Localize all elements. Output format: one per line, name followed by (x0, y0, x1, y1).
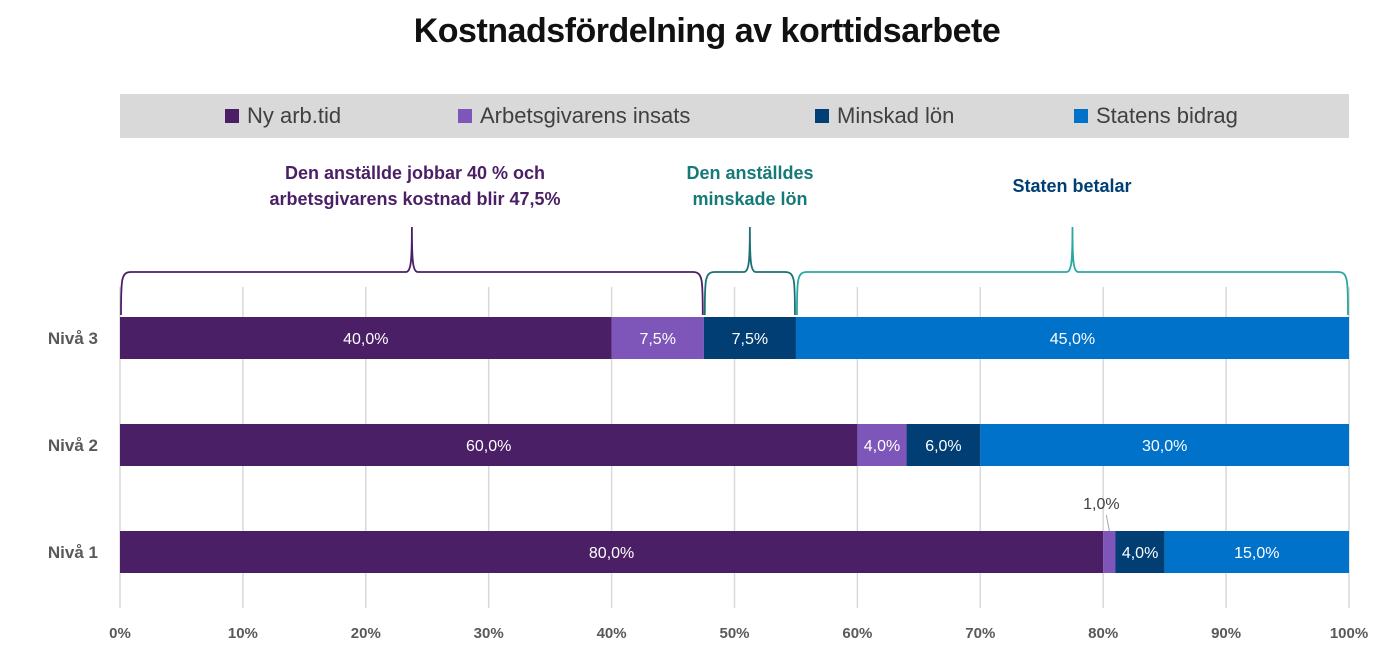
annotation-line: arbetsgivarens kostnad blir 47,5% (269, 189, 561, 209)
bar-label: 4,0% (1122, 545, 1158, 562)
x-tick-label: 10% (228, 625, 258, 642)
legend-swatch-arbetsgivarens-insats (458, 109, 472, 123)
x-tick-label: 0% (109, 625, 131, 642)
bar-label: 60,0% (466, 438, 511, 455)
curly-bracket (703, 226, 796, 316)
x-tick-label: 100% (1330, 625, 1368, 642)
x-tick-label: 50% (719, 625, 749, 642)
x-tick-label: 80% (1088, 625, 1118, 642)
bar-label: 4,0% (864, 438, 900, 455)
legend: Ny arb.tid Arbetsgivarens insats Minskad… (120, 94, 1349, 138)
legend-label: Ny arb.tid (247, 103, 342, 128)
legend-swatch-minskad-lon (815, 109, 829, 123)
x-tick-label: 20% (351, 625, 381, 642)
category-label: Nivå 1 (48, 543, 98, 562)
annotation-line: Staten betalar (1012, 176, 1132, 196)
category-label: Nivå 2 (48, 436, 98, 455)
x-tick-label: 70% (965, 625, 995, 642)
annotation-employer-cost: Den anställde jobbar 40 % och arbetsgiva… (225, 160, 605, 212)
bar-segment (1103, 531, 1116, 573)
annotation-line: Den anställde jobbar 40 % och (284, 163, 546, 183)
x-tick-label: 30% (474, 625, 504, 642)
annotation-line: Den anställdes (686, 163, 814, 183)
legend-label: Minskad lön (837, 103, 955, 128)
legend-item-arbetsgivarens-insats: Arbetsgivarens insats (458, 94, 690, 138)
x-tick-label: 60% (842, 625, 872, 642)
bar-segment (906, 424, 981, 466)
category-labels: Nivå 3 Nivå 2 Nivå 1 (48, 329, 98, 562)
annotation-state-pays: Staten betalar (972, 173, 1172, 199)
brackets (120, 226, 1349, 316)
annotation-line: minskade lön (692, 189, 808, 209)
bar-label: 7,5% (732, 331, 768, 348)
bar-segment (120, 531, 1104, 573)
x-tick-label: 40% (597, 625, 627, 642)
annotation-reduced-salary: Den anställdes minskade lön (650, 160, 850, 212)
bar-label: 80,0% (589, 545, 634, 562)
x-tick-label: 90% (1211, 625, 1241, 642)
bar-label: 7,5% (639, 331, 675, 348)
bar-segment (611, 317, 704, 359)
legend-item-minskad-lon: Minskad lön (815, 94, 954, 138)
bar-label-leader (1105, 514, 1110, 532)
bar-segment (120, 424, 858, 466)
category-label: Nivå 3 (48, 329, 98, 348)
bar-segment (857, 424, 907, 466)
bar-segment (1164, 531, 1349, 573)
bar-segment (1115, 531, 1165, 573)
bar-label: 45,0% (1050, 331, 1095, 348)
legend-swatch-ny-arb-tid (225, 109, 239, 123)
bar-segment (120, 317, 612, 359)
bar-label: 15,0% (1234, 545, 1279, 562)
bar-label: 6,0% (925, 438, 961, 455)
legend-label: Arbetsgivarens insats (480, 103, 691, 128)
bar-segment (703, 317, 796, 359)
legend-item-ny-arb-tid: Ny arb.tid (225, 94, 341, 138)
bar-segment (795, 317, 1349, 359)
bar-label: 1,0% (1083, 496, 1119, 513)
legend-item-statens-bidrag: Statens bidrag (1074, 94, 1238, 138)
curly-bracket (796, 226, 1349, 316)
chart-title: Kostnadsfördelning av korttidsarbete (413, 12, 1001, 50)
bars: 40,0% 7,5% 7,5% 45,0% 60,0% 4,0% 6,0% 30,0% 80,0… (120, 317, 1349, 573)
bar-segment (980, 424, 1349, 466)
x-tick-labels: 0% 10% 20% 30% 40% 50% 60% 70% 80% 90% 100% (109, 625, 1368, 642)
bar-label: 40,0% (343, 331, 388, 348)
bar-label: 30,0% (1142, 438, 1187, 455)
legend-swatch-statens-bidrag (1074, 109, 1088, 123)
legend-label: Statens bidrag (1096, 103, 1238, 128)
curly-bracket (120, 226, 704, 316)
